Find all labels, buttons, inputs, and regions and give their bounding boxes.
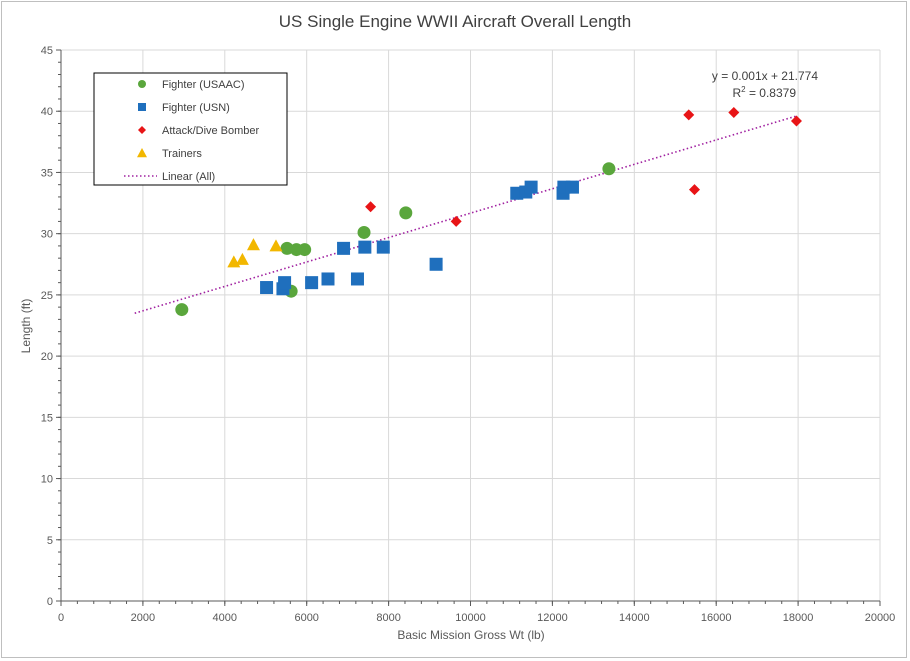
- legend-items: Fighter (USAAC) Fighter (USN) Attack/Dive …: [124, 79, 260, 183]
- y-tick-label: 5: [47, 535, 53, 547]
- data-point: [565, 180, 579, 194]
- data-point: [269, 239, 283, 252]
- series-circle: [175, 162, 616, 317]
- x-tick-label: 0: [58, 612, 64, 624]
- legend-label: Trainers: [162, 148, 202, 160]
- data-point: [450, 215, 462, 227]
- axes: [56, 49, 881, 606]
- x-tick-label: 14000: [619, 612, 650, 624]
- legend-label: Linear (All): [162, 171, 215, 183]
- data-point: [602, 162, 616, 176]
- data-point: [357, 225, 371, 239]
- data-point: [683, 109, 695, 121]
- legend-box: [93, 72, 288, 186]
- trendline: [134, 115, 797, 315]
- trendline-equation: y = 0.001x + 21.774: [712, 69, 818, 83]
- y-tick-label: 40: [41, 106, 53, 118]
- legend-label: Attack/Dive Bomber: [162, 125, 260, 137]
- y-tick-label: 30: [41, 229, 53, 241]
- chart-title: US Single Engine WWII Aircraft Overall L…: [279, 12, 631, 31]
- x-tick-label: 16000: [701, 612, 732, 624]
- series-square: [260, 180, 579, 296]
- data-point: [365, 201, 377, 213]
- x-tick-label: 18000: [783, 612, 814, 624]
- data-point: [298, 243, 312, 257]
- data-point: [260, 281, 274, 295]
- data-point: [321, 272, 335, 286]
- data-point: [305, 276, 319, 290]
- data-point: [399, 206, 413, 220]
- data-point: [246, 238, 260, 251]
- legend-marker: [138, 126, 146, 134]
- data-point: [175, 303, 189, 317]
- x-tick-label: 2000: [131, 612, 155, 624]
- x-axis-label: Basic Mission Gross Wt (lb): [397, 628, 544, 642]
- x-tick-label: 6000: [294, 612, 318, 624]
- y-tick-label: 10: [41, 474, 53, 486]
- data-point: [429, 257, 443, 271]
- data-point: [790, 115, 802, 127]
- y-tick-label: 35: [41, 167, 53, 179]
- y-tick-label: 25: [41, 290, 53, 302]
- data-point: [358, 240, 372, 254]
- r2-prefix: R: [732, 86, 741, 100]
- data-point: [350, 272, 364, 286]
- r2-value: = 0.8379: [746, 86, 797, 100]
- series-triangle: [227, 238, 283, 268]
- data-point: [688, 184, 700, 196]
- data-point: [235, 252, 249, 265]
- x-tick-label: 20000: [865, 612, 896, 624]
- x-tick-label: 10000: [455, 612, 486, 624]
- legend-marker: [137, 148, 147, 158]
- y-tick-label: 15: [41, 412, 53, 424]
- data-points: [175, 106, 802, 317]
- x-tick-label: 4000: [213, 612, 237, 624]
- data-point: [278, 276, 292, 290]
- y-tick-labels: 0 5 10 15 20 25 30 35 40 45: [41, 45, 53, 608]
- series-diamond: [365, 106, 802, 227]
- data-point: [728, 106, 740, 118]
- y-axis-label: Length (ft): [19, 299, 33, 354]
- r2-superscript: 2: [741, 85, 746, 94]
- y-tick-label: 0: [47, 596, 53, 608]
- legend-label: Fighter (USN): [162, 102, 230, 114]
- data-point: [337, 241, 351, 255]
- y-tick-label: 20: [41, 351, 53, 363]
- x-tick-labels: 0 2000 4000 6000 8000 10000 12000 14000 16000 180…: [58, 612, 895, 624]
- legend-marker: [138, 80, 146, 88]
- data-point: [524, 180, 538, 194]
- legend: Fighter (USAAC) Fighter (USN) Attack/Dive …: [93, 72, 288, 186]
- legend-marker: [138, 103, 146, 111]
- trendline-r-squared: R2 = 0.8379: [732, 85, 796, 100]
- data-point: [376, 240, 390, 254]
- y-tick-label: 45: [41, 45, 53, 57]
- legend-label: Fighter (USAAC): [162, 79, 245, 91]
- x-tick-label: 8000: [376, 612, 400, 624]
- x-tick-label: 12000: [537, 612, 568, 624]
